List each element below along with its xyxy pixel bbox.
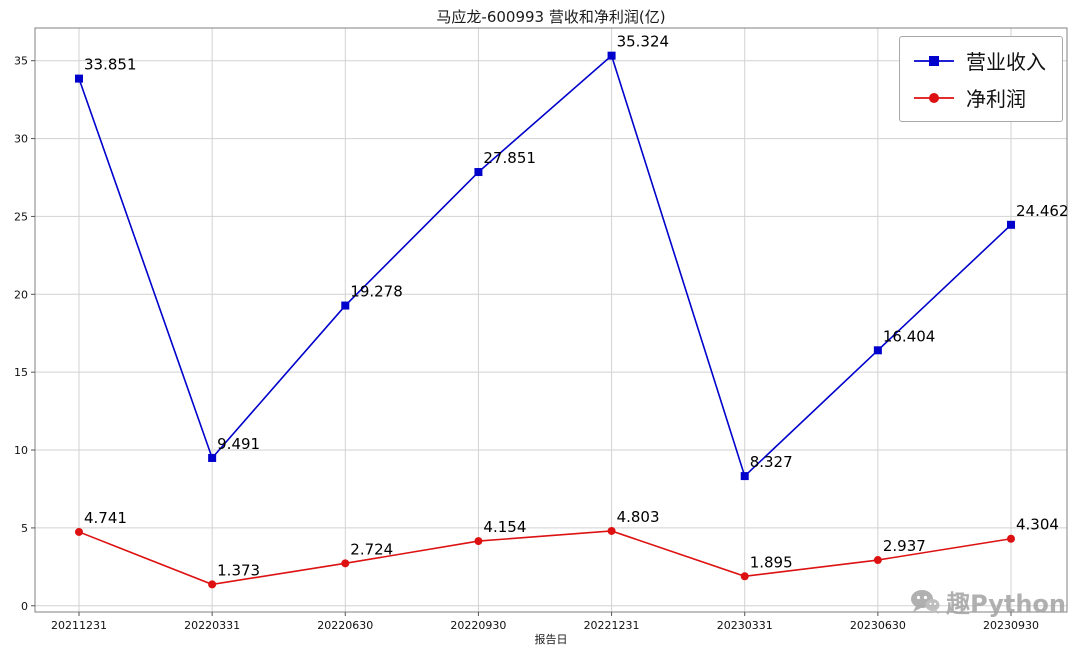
svg-text:27.851: 27.851 xyxy=(483,149,536,167)
svg-text:15: 15 xyxy=(14,366,28,379)
svg-text:30: 30 xyxy=(14,133,28,146)
svg-text:2.724: 2.724 xyxy=(350,540,393,558)
svg-text:25: 25 xyxy=(14,210,28,223)
profit-series-icon xyxy=(914,92,954,103)
svg-text:9.491: 9.491 xyxy=(217,435,260,453)
svg-text:0: 0 xyxy=(21,600,28,613)
svg-text:19.278: 19.278 xyxy=(350,283,403,301)
svg-text:20221231: 20221231 xyxy=(584,619,640,632)
legend-item-profit: 净利润 xyxy=(912,83,1046,112)
svg-text:24.462: 24.462 xyxy=(1016,202,1069,220)
svg-text:4.803: 4.803 xyxy=(617,508,660,526)
svg-text:16.404: 16.404 xyxy=(883,327,936,345)
svg-text:20220930: 20220930 xyxy=(450,619,506,632)
svg-text:4.741: 4.741 xyxy=(84,509,127,527)
svg-text:35.324: 35.324 xyxy=(617,33,670,51)
svg-text:20230630: 20230630 xyxy=(850,619,906,632)
revenue-series-icon xyxy=(914,55,954,66)
svg-text:35: 35 xyxy=(14,55,28,68)
svg-text:20230930: 20230930 xyxy=(983,619,1039,632)
svg-text:4.304: 4.304 xyxy=(1016,516,1059,534)
legend-item-revenue: 营业收入 xyxy=(912,46,1046,75)
svg-text:1.373: 1.373 xyxy=(217,561,260,579)
svg-text:33.851: 33.851 xyxy=(84,56,137,74)
svg-text:8.327: 8.327 xyxy=(750,453,793,471)
legend-label-profit: 净利润 xyxy=(966,87,1026,111)
x-axis-label: 报告日 xyxy=(534,633,568,646)
svg-text:20211231: 20211231 xyxy=(51,619,107,632)
svg-text:20: 20 xyxy=(14,288,28,301)
legend-label-revenue: 营业收入 xyxy=(966,50,1046,74)
chart-legend: 营业收入 净利润 xyxy=(899,36,1063,122)
svg-text:4.154: 4.154 xyxy=(483,518,526,536)
svg-text:1.895: 1.895 xyxy=(750,553,793,571)
svg-text:5: 5 xyxy=(21,522,28,535)
svg-text:20220630: 20220630 xyxy=(317,619,373,632)
svg-text:20230331: 20230331 xyxy=(717,619,773,632)
svg-text:20220331: 20220331 xyxy=(184,619,240,632)
svg-text:2.937: 2.937 xyxy=(883,537,926,555)
svg-text:10: 10 xyxy=(14,444,28,457)
chart-title: 马应龙-600993 营收和净利润(亿) xyxy=(436,8,666,26)
